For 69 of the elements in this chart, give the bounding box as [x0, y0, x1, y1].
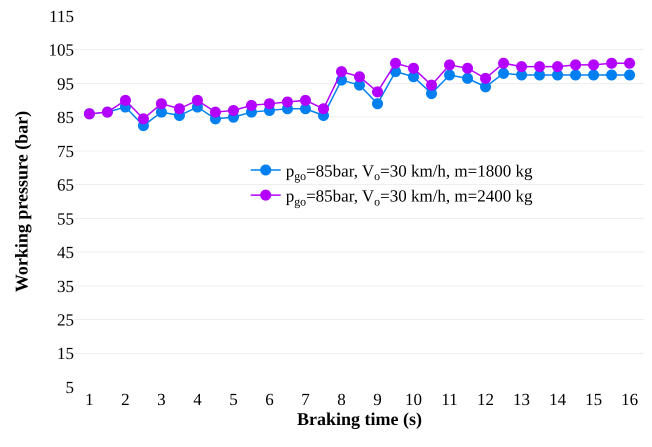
point: [174, 103, 185, 114]
x-tick-label: 9: [373, 390, 382, 409]
x-tick-label: 5: [229, 390, 238, 409]
x-tick-label: 3: [157, 390, 166, 409]
point: [408, 62, 420, 74]
point: [552, 61, 564, 72]
point: [390, 58, 402, 69]
point: [318, 103, 329, 114]
point: [498, 68, 510, 79]
point: [588, 59, 600, 70]
x-tick-label: 13: [513, 390, 530, 409]
y-tick-label: 25: [57, 310, 74, 330]
y-tick-label: 95: [57, 74, 74, 94]
y-tick-label: 75: [57, 142, 74, 161]
point: [516, 61, 528, 72]
point: [336, 66, 347, 78]
point: [534, 61, 546, 72]
point: [264, 98, 275, 110]
y-tick-label: 105: [48, 40, 74, 60]
point: [498, 58, 510, 69]
point: [372, 98, 384, 110]
y-tick-label: 115: [49, 6, 74, 26]
x-tick-label: 6: [265, 390, 274, 409]
point: [444, 70, 456, 81]
point: [570, 59, 582, 70]
point: [228, 104, 239, 116]
y-tick-label: 35: [57, 276, 74, 296]
y-axis-title: Working pressure (bar): [12, 110, 32, 292]
x-tick-label: 8: [337, 390, 346, 409]
x-tick-label: 14: [549, 390, 567, 409]
y-tick-label: 5: [66, 378, 74, 397]
point: [300, 94, 311, 106]
x-tick-label: 12: [477, 390, 494, 409]
point: [138, 113, 149, 124]
point: [606, 58, 618, 69]
point: [624, 58, 636, 69]
legend-label: p$_{go}$=85bar, V$_{o}$=30 km/h, m=2400 kg: [286, 186, 533, 208]
point: [156, 98, 167, 110]
point: [462, 62, 474, 74]
point: [606, 70, 618, 81]
point: [570, 70, 582, 81]
point: [282, 96, 293, 108]
x-tick-label: 10: [405, 390, 422, 409]
point: [480, 72, 492, 84]
point: [372, 86, 384, 98]
y-tick-label: 55: [57, 209, 74, 228]
x-tick-label: 11: [441, 390, 458, 409]
point: [462, 72, 474, 84]
y-tick-label: 85: [57, 108, 74, 128]
point: [624, 70, 636, 81]
y-tick-label: 15: [57, 344, 74, 364]
x-tick-label: 1: [85, 390, 94, 409]
point: [444, 59, 456, 70]
x-tick-label: 16: [621, 390, 638, 409]
legend-label: p$_{go}$=85bar, V$_{o}$=30 km/h, m=1800 kg: [286, 162, 533, 184]
point: [192, 94, 203, 106]
y-tick-label: 65: [57, 176, 74, 195]
point: [210, 106, 221, 118]
x-tick-label: 7: [301, 390, 310, 409]
x-tick-label: 15: [585, 390, 602, 409]
point: [246, 100, 257, 111]
point: [354, 71, 365, 82]
point: [588, 70, 600, 81]
point: [426, 80, 438, 91]
x-tick-label: 4: [193, 390, 202, 409]
x-axis-title: Braking time (s): [297, 409, 422, 429]
y-tick-label: 45: [57, 243, 74, 262]
x-tick-label: 2: [121, 390, 130, 409]
point: [120, 94, 131, 106]
